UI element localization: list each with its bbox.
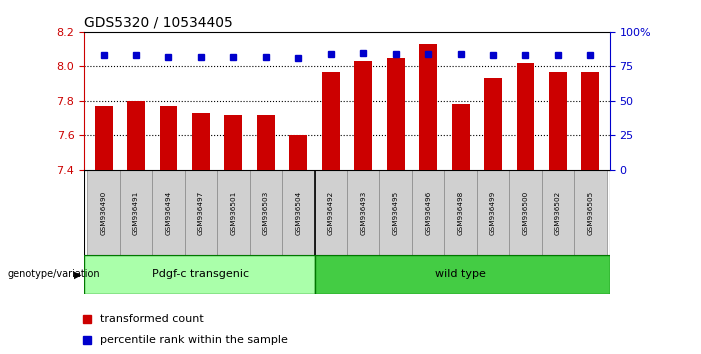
Text: genotype/variation: genotype/variation <box>7 269 100 279</box>
Bar <box>322 72 340 170</box>
Text: GDS5320 / 10534405: GDS5320 / 10534405 <box>84 15 233 29</box>
Text: GSM936496: GSM936496 <box>425 190 431 234</box>
Text: GSM936495: GSM936495 <box>393 190 399 234</box>
Text: GSM936503: GSM936503 <box>263 190 269 234</box>
Bar <box>160 106 177 170</box>
Text: GSM936490: GSM936490 <box>100 190 107 234</box>
Text: GSM936494: GSM936494 <box>165 190 172 234</box>
Text: GSM936497: GSM936497 <box>198 190 204 234</box>
Text: wild type: wild type <box>435 269 486 279</box>
Bar <box>217 170 250 255</box>
Bar <box>127 101 145 170</box>
Text: ▶: ▶ <box>74 269 81 279</box>
Bar <box>152 170 185 255</box>
Bar <box>379 170 412 255</box>
Bar <box>315 255 610 294</box>
Bar <box>290 136 307 170</box>
Bar <box>477 170 509 255</box>
Bar <box>315 170 347 255</box>
Text: transformed count: transformed count <box>100 314 204 324</box>
Text: GSM936492: GSM936492 <box>328 190 334 234</box>
Bar <box>257 115 275 170</box>
Bar <box>192 113 210 170</box>
Bar <box>88 170 120 255</box>
Text: GSM936493: GSM936493 <box>360 190 366 234</box>
Text: GSM936502: GSM936502 <box>555 190 561 234</box>
Bar <box>185 170 217 255</box>
Text: GSM936491: GSM936491 <box>133 190 139 234</box>
Bar <box>419 44 437 170</box>
Text: GSM936499: GSM936499 <box>490 190 496 234</box>
Bar <box>444 170 477 255</box>
Bar <box>412 170 444 255</box>
Bar <box>517 63 534 170</box>
Bar <box>581 72 599 170</box>
Bar <box>224 115 243 170</box>
Text: GSM936500: GSM936500 <box>522 190 529 234</box>
Text: GSM936504: GSM936504 <box>295 190 301 234</box>
Bar <box>549 72 567 170</box>
Bar <box>347 170 379 255</box>
Bar <box>542 170 574 255</box>
Text: Pdgf-c transgenic: Pdgf-c transgenic <box>152 269 250 279</box>
Bar <box>84 255 315 294</box>
Bar <box>509 170 542 255</box>
Bar <box>354 61 372 170</box>
Bar <box>451 104 470 170</box>
Bar <box>387 58 404 170</box>
Text: GSM936498: GSM936498 <box>458 190 463 234</box>
Bar <box>484 79 502 170</box>
Bar <box>95 106 113 170</box>
Bar <box>120 170 152 255</box>
Text: GSM936505: GSM936505 <box>587 190 594 234</box>
Bar <box>282 170 315 255</box>
Text: GSM936501: GSM936501 <box>231 190 236 234</box>
Bar <box>574 170 606 255</box>
Bar <box>250 170 282 255</box>
Text: percentile rank within the sample: percentile rank within the sample <box>100 335 288 345</box>
